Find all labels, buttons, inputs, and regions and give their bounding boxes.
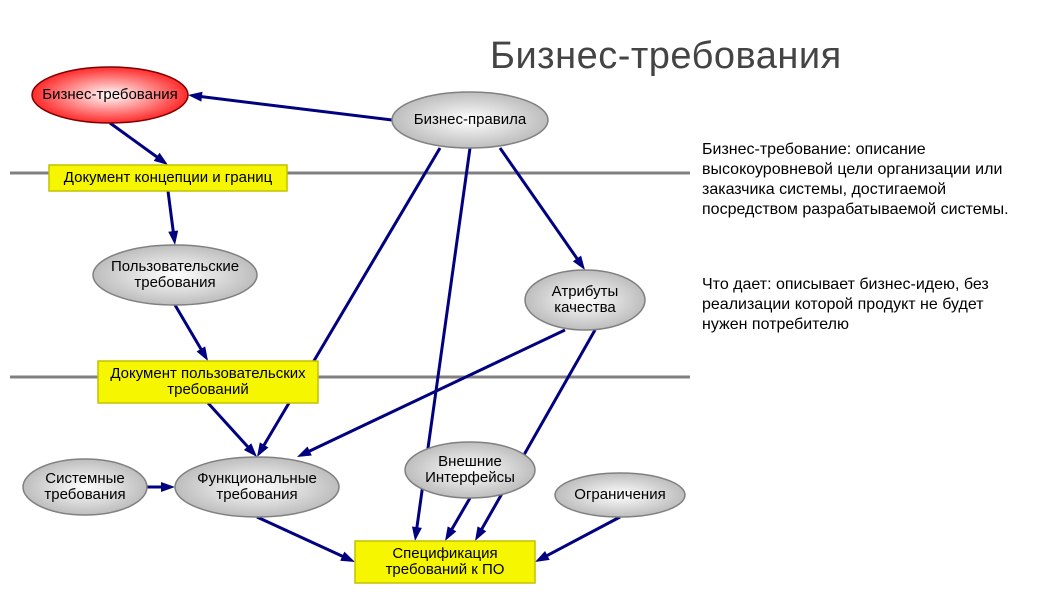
node-spec — [355, 541, 535, 583]
edge-func_req-to-spec — [257, 517, 344, 557]
arrowhead-icon — [257, 442, 268, 457]
arrowhead-icon — [161, 482, 175, 492]
node-doc_concept — [49, 165, 287, 191]
arrowhead-icon — [197, 346, 208, 361]
description-paragraph-0: Бизнес-требование: описание высокоуровне… — [702, 140, 1032, 220]
description-paragraph-1: Что дает: описывает бизнес-идею, без реа… — [702, 275, 1032, 335]
node-biz_req — [32, 67, 188, 123]
arrowhead-icon — [168, 230, 178, 245]
arrowhead-icon — [535, 551, 550, 562]
requirements-diagram: Бизнес-требованияБизнес-правилаПользоват… — [0, 0, 700, 595]
arrowhead-icon — [445, 526, 456, 541]
node-quality — [525, 270, 645, 330]
edge-quality-to-func_req — [308, 330, 565, 452]
edge-biz_req-to-doc_concept — [110, 123, 158, 158]
node-doc_user — [98, 361, 318, 403]
node-biz_rules — [392, 92, 548, 148]
arrowhead-icon — [297, 446, 312, 457]
node-constraints — [555, 473, 685, 517]
arrowhead-icon — [188, 92, 203, 102]
arrowhead-icon — [412, 526, 422, 541]
edge-constraints-to-spec — [546, 517, 620, 556]
arrowhead-icon — [340, 552, 355, 562]
node-ext_if — [405, 442, 535, 498]
edge-doc_concept-to-user_req — [168, 191, 173, 233]
edge-biz_rules-to-quality — [500, 148, 578, 260]
node-sys_req — [23, 459, 147, 515]
edge-ext_if-to-spec — [451, 498, 470, 530]
node-user_req — [93, 245, 257, 305]
arrowhead-icon — [475, 526, 486, 541]
edge-doc_user-to-func_req — [208, 403, 249, 448]
edge-user_req-to-doc_user — [175, 305, 202, 350]
node-func_req — [175, 457, 339, 517]
edge-biz_rules-to-biz_req — [201, 97, 392, 120]
